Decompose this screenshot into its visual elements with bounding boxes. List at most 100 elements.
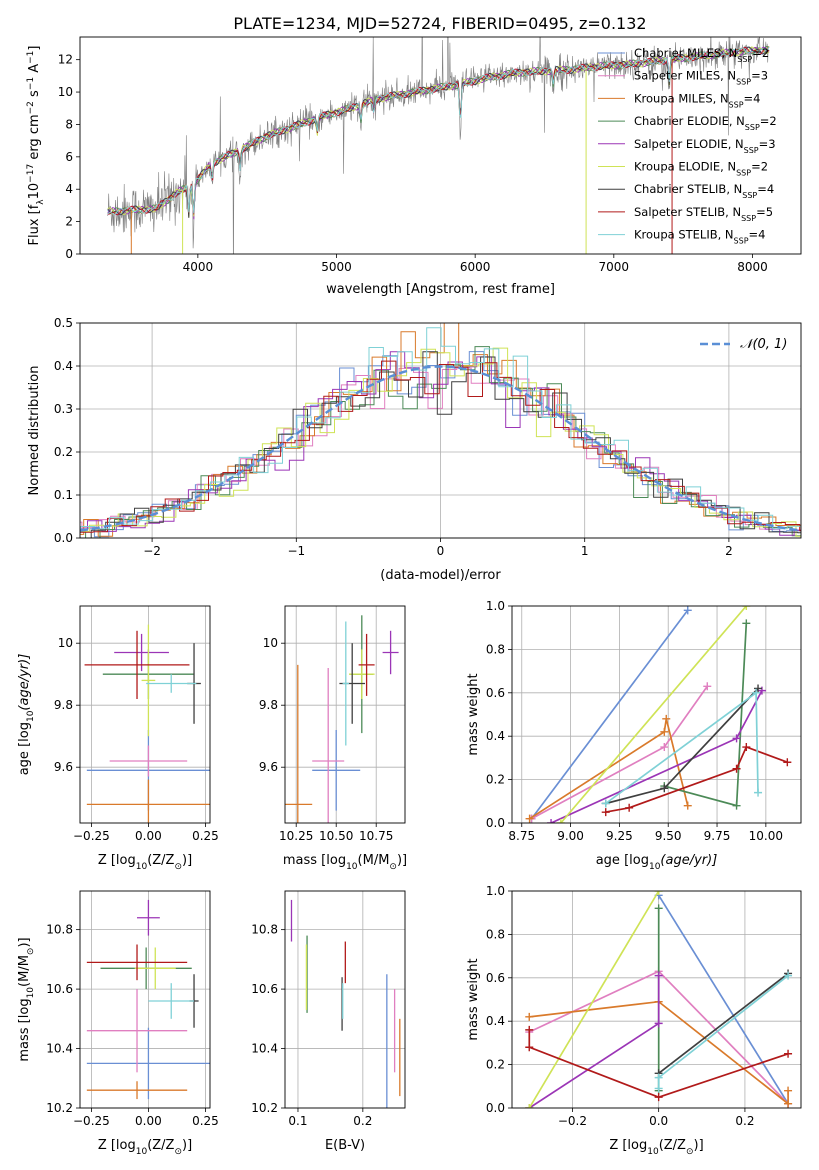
- legend-label-chabrier-miles: Chabrier MILES, NSSP=2: [634, 46, 769, 64]
- point-marker-kroupa-miles: [662, 714, 671, 723]
- y-tick-label: 0.0: [486, 816, 505, 830]
- legend-label-kroupa-stelib: Kroupa STELIB, NSSP=4: [634, 228, 765, 246]
- histogram-chabrier-elodie: [80, 346, 801, 538]
- point-marker-chabrier-elodie: [742, 619, 751, 628]
- point-marker-salpeter-stelib: [783, 758, 792, 767]
- y-tick-label: 10.4: [46, 1042, 73, 1056]
- age-vs-metallicity-panel: −0.25 0.00 0.25 9.6 9.8 10 Z [log10(Z/Z⊙)] age …: [17, 605, 219, 872]
- y-tick-label: 9.6: [259, 760, 278, 774]
- y-tick-label: 10.6: [46, 982, 73, 996]
- point-marker-salpeter-miles: [660, 743, 669, 752]
- mass-weight-vs-age-panel: 8.75 9.00 9.25 9.50 9.75 10.00 0.0 0.2 0.4 0.6 0.8…: [466, 599, 802, 872]
- point-marker-salpeter-stelib: [525, 1043, 534, 1052]
- y-tick-label: 0.0: [54, 531, 73, 545]
- x-tick-label: 5000: [321, 260, 352, 274]
- legend-label-kroupa-elodie: Kroupa ELODIE, NSSP=2: [634, 160, 768, 178]
- mass-weight-vs-metallicity-panel: −0.2 0.0 0.2 0.0 0.2 0.4 0.6 0.8 1.0 Z [log10(Z/Z…: [466, 884, 802, 1157]
- x-tick-label: −2: [143, 544, 161, 558]
- model-spectrum-salpeter-elodie: [107, 46, 770, 220]
- point-marker-salpeter-miles: [703, 682, 712, 691]
- mass-vs-ebv-panel: 0.1 0.2 10.2 10.4 10.6 10.8 E(B-V): [251, 890, 406, 1153]
- x-tick-label: 9.50: [655, 829, 682, 843]
- legend-label-salpeter-miles: Salpeter MILES, NSSP=3: [634, 69, 768, 87]
- y-tick-label: 0.4: [486, 1014, 505, 1028]
- axes-frame: [79, 890, 211, 1109]
- point-marker-kroupa-elodie: [742, 606, 751, 610]
- point-marker-kroupa-miles: [525, 814, 534, 823]
- point-marker-kroupa-miles: [784, 1099, 793, 1108]
- y-tick-label: 10: [58, 85, 73, 99]
- point-marker-salpeter-stelib: [601, 808, 610, 817]
- y-tick-label: 0.2: [486, 773, 505, 787]
- series-line-kroupa-miles: [529, 718, 689, 820]
- series-line-chabrier-miles: [530, 609, 689, 820]
- y-tick-label: 6: [65, 150, 73, 164]
- x-tick-label: 9.00: [557, 829, 584, 843]
- point-marker-chabrier-miles: [683, 606, 692, 615]
- point-marker-kroupa-stelib: [654, 1084, 663, 1093]
- y-tick-label: 0.6: [486, 971, 505, 985]
- x-tick-label: 8000: [737, 260, 768, 274]
- y-tick-label: 1.0: [486, 599, 505, 613]
- series-line-chabrier-stelib: [658, 972, 789, 1074]
- y-axis-label: mass [log10(M/M⊙)]: [17, 937, 36, 1061]
- x-tick-label: 0.00: [135, 1114, 162, 1128]
- point-marker-chabrier-elodie: [732, 801, 741, 810]
- x-tick-label: 0.2: [735, 1114, 754, 1128]
- point-marker-kroupa-miles: [784, 1086, 793, 1095]
- legend: Chabrier MILES, NSSP=2 Salpeter MILES, NS…: [598, 46, 777, 245]
- axes-frame: [79, 605, 211, 824]
- spectrum-panel: 4000 5000 6000 7000 8000 0 2 4 6 8 10 12 wavelength …: [26, 36, 802, 297]
- legend-label-normal: 𝒩(0, 1): [740, 337, 787, 352]
- point-marker-chabrier-stelib: [660, 784, 669, 793]
- y-tick-label: 0.8: [486, 642, 505, 656]
- point-marker-kroupa-miles: [683, 801, 692, 810]
- point-marker-chabrier-elodie: [654, 904, 663, 913]
- y-tick-label: 10: [58, 636, 73, 650]
- x-axis-label: (data-model)/error: [380, 568, 501, 583]
- y-tick-label: 10: [263, 636, 278, 650]
- x-tick-label: 10.00: [749, 829, 783, 843]
- x-tick-label: 10.50: [319, 829, 353, 843]
- y-tick-label: 10.2: [46, 1101, 73, 1115]
- series-line-kroupa-elodie: [528, 891, 660, 1108]
- y-tick-label: 10.2: [251, 1101, 278, 1115]
- axes-frame: [79, 322, 802, 539]
- y-tick-label: 1.0: [486, 884, 505, 898]
- point-marker-kroupa-elodie: [556, 819, 565, 823]
- legend-label-salpeter-elodie: Salpeter ELODIE, NSSP=3: [634, 137, 776, 155]
- point-marker-kroupa-stelib: [752, 688, 761, 697]
- x-tick-label: 10.75: [359, 829, 393, 843]
- mass-vs-metallicity-panel: −0.25 0.00 0.25 10.2 10.4 10.6 10.8 Z [log10(Z/…: [17, 890, 219, 1157]
- point-marker-kroupa-stelib: [784, 971, 793, 980]
- y-tick-label: 10.6: [251, 982, 278, 996]
- point-marker-salpeter-stelib: [732, 764, 741, 773]
- point-marker-kroupa-stelib: [601, 799, 610, 808]
- point-marker-salpeter-elodie: [654, 1019, 663, 1028]
- y-tick-label: 2: [65, 215, 73, 229]
- x-tick-label: 0.2: [353, 1114, 372, 1128]
- series-line-chabrier-miles: [657, 894, 789, 1105]
- x-tick-label: −0.25: [73, 1114, 110, 1128]
- x-tick-label: 0.0: [649, 1114, 668, 1128]
- point-marker-salpeter-stelib: [654, 1093, 663, 1102]
- x-tick-label: 6000: [460, 260, 491, 274]
- x-tick-label: −1: [287, 544, 305, 558]
- y-axis-label: Normed distribution: [27, 366, 42, 496]
- x-tick-label: −0.25: [73, 829, 110, 843]
- x-axis-label: Z [log10(Z/Z⊙)]: [609, 1138, 703, 1157]
- y-tick-label: 0.2: [54, 445, 73, 459]
- x-tick-label: 0.25: [192, 829, 219, 843]
- x-axis-label: Z [log10(Z/Z⊙)]: [98, 853, 192, 872]
- series-line-kroupa-elodie: [560, 606, 747, 823]
- legend-label-salpeter-stelib: Salpeter STELIB, NSSP=5: [634, 205, 773, 223]
- point-marker-kroupa-stelib: [754, 788, 763, 797]
- y-tick-label: 9.6: [54, 760, 73, 774]
- y-tick-label: 10.8: [251, 923, 278, 937]
- point-marker-salpeter-stelib: [784, 1049, 793, 1058]
- x-axis-label: mass [log10(M/M⊙)]: [283, 853, 407, 872]
- legend-label-kroupa-miles: Kroupa MILES, NSSP=4: [634, 91, 760, 109]
- series-line-salpeter-stelib: [528, 1029, 789, 1099]
- y-tick-label: 0.8: [486, 927, 505, 941]
- y-tick-label: 0.4: [486, 729, 505, 743]
